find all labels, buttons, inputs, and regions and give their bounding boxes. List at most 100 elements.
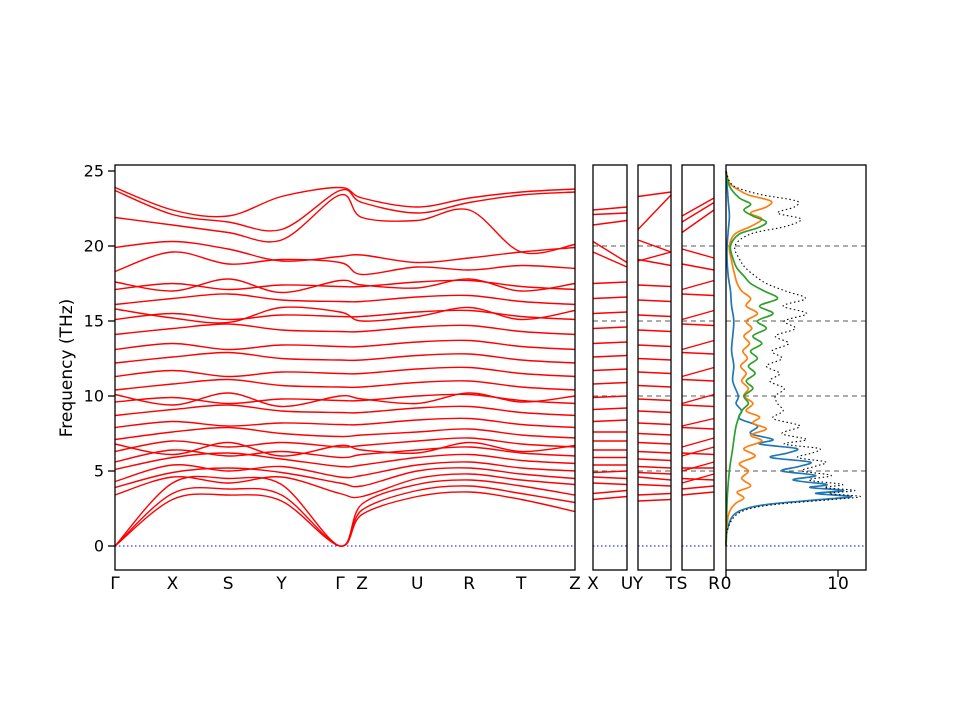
phonon-band [637,284,672,288]
phonon-band [681,293,715,297]
phonon-band [637,476,672,481]
phonon-band [637,371,672,375]
phonon-band [114,426,576,441]
phonon-band [592,311,628,315]
phonon-band [592,219,628,226]
phonon-band [637,498,672,502]
phonon-band [637,441,672,445]
phonon-band [114,461,576,483]
phonon-band [114,279,576,291]
phonon-band [681,477,715,481]
phonon-band [637,483,672,487]
kpoint-label: R [708,574,720,594]
dos-x-tick-label: 10 [827,574,849,594]
phonon-band [114,404,576,417]
phonon-band [114,278,576,294]
phonon-band [637,450,672,454]
phonon-band [114,446,576,463]
phonon-band [592,281,628,285]
y-axis-label: Frequency (THz) [57,299,77,438]
phonon-band [637,398,672,402]
phonon-band [637,314,672,318]
phonon-band [114,194,576,255]
phonon-band [592,476,628,480]
y-tick-label: 15 [84,312,104,331]
kpoint-label: S [677,574,688,594]
phonon-band [114,339,576,351]
y-tick-label: 20 [84,237,104,256]
phonon-band [681,309,715,321]
phonon-band [681,452,715,456]
phonon-band [681,404,715,408]
phonon-band [637,239,672,253]
kpoint-label: Γ [335,574,345,594]
phonon-band [637,465,672,469]
dos-series-total-dos [725,170,861,547]
phonon-band [114,188,576,232]
phonon-band [592,395,628,399]
phonon-band [637,258,672,267]
phonon-band [114,392,576,408]
kpoint-label: Γ [110,574,120,594]
kpoint-label: X [167,574,179,594]
phonon-band [681,279,715,291]
phonon-band [681,263,715,271]
phonon-band [681,485,715,490]
phonon-band [637,432,672,436]
phonon-band [681,201,715,223]
phonon-band [681,248,715,259]
phonon-band [592,326,628,330]
y-tick-label: 5 [94,462,104,481]
dos-x-tick-label: 0 [721,574,732,594]
phonon-band [592,368,628,372]
phonon-band [592,240,628,264]
phonon-band [637,329,672,333]
phonon-band [114,186,576,218]
y-tick-label: 10 [84,387,104,406]
kpoint-label: R [463,574,475,594]
axes-frame-dos [725,164,867,571]
phonon-band [681,491,715,496]
kpoint-label: T [665,574,677,594]
phonon-band [681,339,715,351]
dos-series-pdos-green [725,170,779,547]
phonon-band [114,309,576,321]
kpoint-label: Z [569,574,581,594]
phonon-band [637,344,672,348]
phonon-band [681,473,715,484]
phonon-band [681,323,715,327]
phonon-band [114,437,576,453]
phonon-band [681,446,715,457]
phonon-band [637,299,672,303]
phonon-band [592,381,628,385]
phonon-band [681,351,715,355]
kpoint-label: X [587,574,599,594]
dos-series-pdos-orange [725,170,773,547]
phonon-band [637,471,672,475]
phonon-band [637,194,672,230]
kpoint-label: T [515,574,527,594]
phonon-band [637,357,672,361]
phonon-band [114,366,576,378]
phonon-band [114,491,576,547]
phonon-band [592,419,628,423]
kpoint-label: U [411,574,423,594]
axes-frame-sr [681,164,715,571]
kpoint-label: Y [275,574,287,594]
phonon-band [114,293,576,306]
phonon-band [592,495,628,501]
phonon-band [637,251,672,262]
phonon-band [592,212,628,216]
phonon-band [114,251,576,276]
phonon-band [681,417,715,427]
phonon-band [592,407,628,411]
y-tick-label: 0 [94,537,104,556]
phonon-band [681,393,715,405]
phonon-band [681,437,715,448]
dos-series-pdos-blue [725,170,853,547]
phonon-band [114,452,576,471]
kpoint-label: Z [356,574,368,594]
phonon-band [114,351,576,364]
kpoint-label: U [621,574,633,594]
